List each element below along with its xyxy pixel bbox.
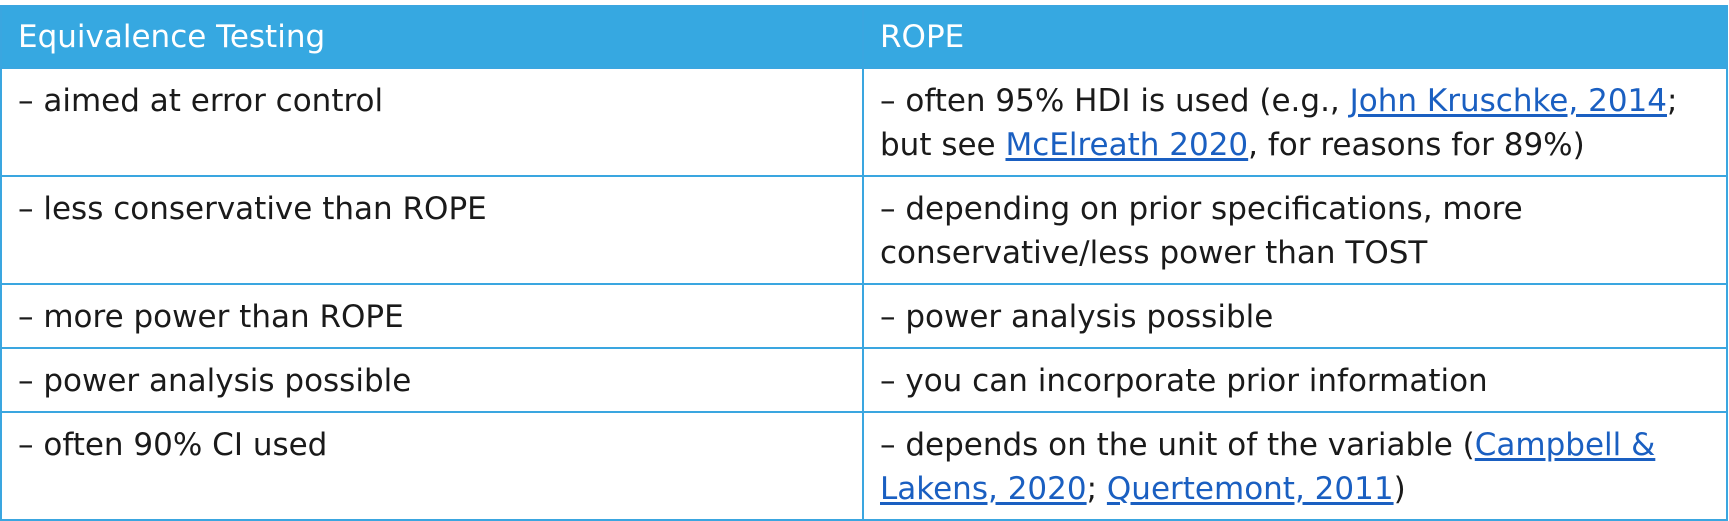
rope-cell: – depending on prior specifications, mor… <box>862 175 1728 285</box>
cell-text: ; but see <box>880 83 1678 163</box>
table-row: – more power than ROPE – power analysis … <box>0 283 1728 349</box>
equivalence-cell: – power analysis possible <box>0 347 864 413</box>
comparison-table-container: Equivalence Testing ROPE – aimed at erro… <box>0 5 1728 521</box>
cell-text: ) <box>1393 471 1406 507</box>
rope-cell: – you can incorporate prior information <box>862 347 1728 413</box>
table-row: – less conservative than ROPE – dependin… <box>0 175 1728 285</box>
table-row: – aimed at error control – often 95% HDI… <box>0 67 1728 177</box>
equivalence-cell: – more power than ROPE <box>0 283 864 349</box>
equivalence-cell: – aimed at error control <box>0 67 864 177</box>
table-row: – power analysis possible – you can inco… <box>0 347 1728 413</box>
header-rope: ROPE <box>862 5 1728 69</box>
citation-link-campbell-lakens[interactable]: Campbell & Lakens, 2020 <box>880 427 1656 507</box>
citation-link-kruschke[interactable]: John Kruschke, 2014 <box>1349 83 1667 119</box>
table-header-row: Equivalence Testing ROPE <box>0 5 1728 69</box>
equivalence-cell: – less conservative than ROPE <box>0 175 864 285</box>
rope-cell: – power analysis possible <box>862 283 1728 349</box>
cell-text: – often 95% HDI is used (e.g., <box>880 83 1350 119</box>
table-row: – often 90% CI used – depends on the uni… <box>0 411 1728 521</box>
citation-link-quertemont[interactable]: Quertemont, 2011 <box>1106 471 1394 507</box>
citation-link-mcelreath[interactable]: McElreath 2020 <box>1005 127 1249 163</box>
header-equivalence-testing: Equivalence Testing <box>0 5 864 69</box>
cell-text: ; <box>1086 471 1107 507</box>
cell-text: – depends on the unit of the variable ( <box>880 427 1475 463</box>
rope-cell: – depends on the unit of the variable (C… <box>862 411 1728 521</box>
cell-text: , for reasons for 89%) <box>1248 127 1585 163</box>
equivalence-cell: – often 90% CI used <box>0 411 864 521</box>
rope-cell: – often 95% HDI is used (e.g., John Krus… <box>862 67 1728 177</box>
comparison-table: Equivalence Testing ROPE – aimed at erro… <box>0 5 1728 521</box>
